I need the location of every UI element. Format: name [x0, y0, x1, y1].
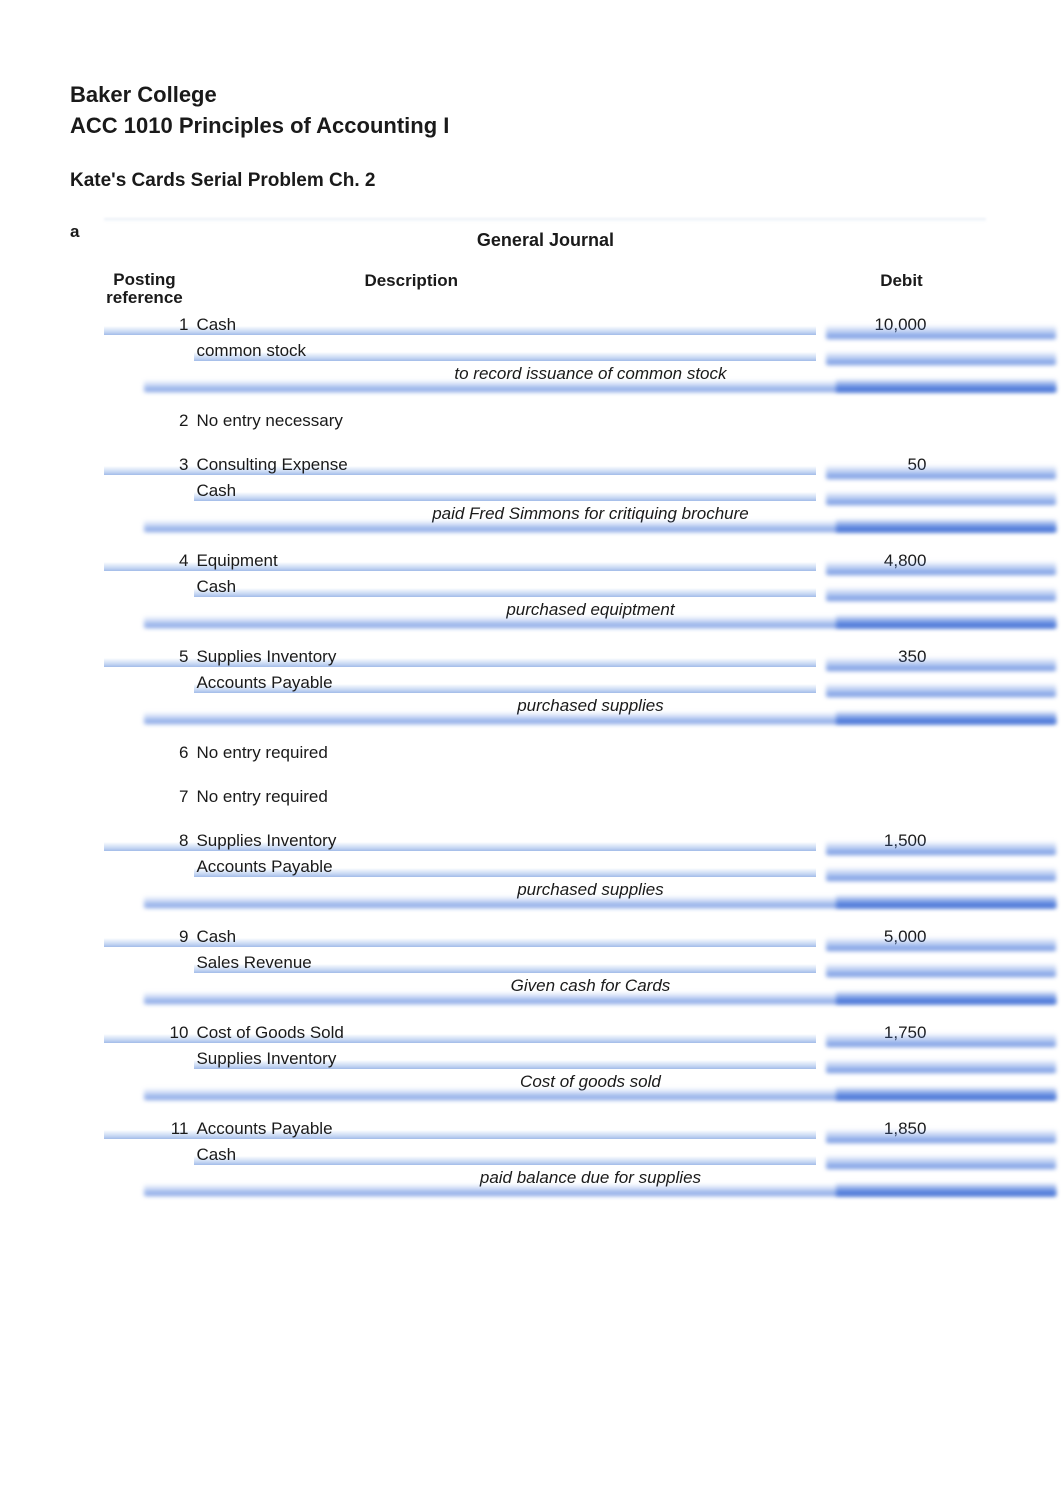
entry-note: to record issuance of common stock [104, 364, 986, 390]
debit-account: Supplies Inventory [194, 647, 816, 667]
entry-note: paid balance due for supplies [104, 1168, 986, 1194]
credit-account: Accounts Payable [194, 857, 816, 877]
journal-entry: 4Equipment4,800 Cash purchased equiptment [104, 548, 986, 626]
journal-entry: 10Cost of Goods Sold1,750 Supplies Invent… [104, 1020, 986, 1098]
posting-ref: 6 [104, 743, 194, 763]
credit-account: Cash [194, 577, 816, 597]
journal-entry: 3Consulting Expense50 Cash paid Fred Simmo… [104, 452, 986, 530]
document-header: Baker College ACC 1010 Principles of Acc… [70, 80, 992, 192]
journal-entry: 6No entry required [104, 740, 986, 766]
credit-row: Cash [104, 574, 986, 600]
debit-account: Cost of Goods Sold [194, 1023, 816, 1043]
debit-row: 6No entry required [104, 740, 986, 766]
posting-ref: 10 [104, 1023, 194, 1043]
debit-account: No entry necessary [194, 411, 816, 431]
section-label: a [70, 222, 100, 242]
debit-account: Cash [194, 927, 816, 947]
general-journal: General Journal Posting reference Descri… [104, 222, 986, 1212]
credit-account: common stock [194, 341, 816, 361]
debit-row: 11Accounts Payable1,850 [104, 1116, 986, 1142]
journal-entry: 1Cash10,000 common stock to record issuanc… [104, 312, 986, 390]
credit-row: Cash [104, 478, 986, 504]
credit-account: Cash [194, 481, 816, 501]
credit-row: Cash [104, 1142, 986, 1168]
credit-row: Sales Revenue [104, 950, 986, 976]
col-header-ref: Posting reference [104, 271, 194, 308]
journal-entry: 8Supplies Inventory1,500 Accounts Payable… [104, 828, 986, 906]
credit-row: Accounts Payable [104, 854, 986, 880]
credit-row: Accounts Payable [104, 670, 986, 696]
col-header-desc: Description [194, 271, 816, 308]
debit-account: Equipment [194, 551, 816, 571]
debit-row: 5Supplies Inventory350 [104, 644, 986, 670]
journal-entry: 9Cash5,000 Sales Revenue Given cash for Ca… [104, 924, 986, 1002]
entry-note: purchased supplies [104, 880, 986, 906]
journal-entry: 11Accounts Payable1,850 Cash paid balance … [104, 1116, 986, 1194]
col-header-debit: Debit [816, 271, 986, 308]
debit-row: 4Equipment4,800 [104, 548, 986, 574]
credit-row: Supplies Inventory [104, 1046, 986, 1072]
posting-ref: 11 [104, 1119, 194, 1139]
entry-note: paid Fred Simmons for critiquing brochur… [104, 504, 986, 530]
debit-account: No entry required [194, 743, 816, 763]
debit-row: 1Cash10,000 [104, 312, 986, 338]
journal-entries: 1Cash10,000 common stock to record issuanc… [104, 312, 986, 1194]
debit-row: 9Cash5,000 [104, 924, 986, 950]
credit-row: common stock [104, 338, 986, 364]
posting-ref: 8 [104, 831, 194, 851]
posting-ref: 3 [104, 455, 194, 475]
debit-account: Consulting Expense [194, 455, 816, 475]
journal-entry: 5Supplies Inventory350 Accounts Payable pu… [104, 644, 986, 722]
credit-account: Sales Revenue [194, 953, 816, 973]
posting-ref: 7 [104, 787, 194, 807]
debit-row: 10Cost of Goods Sold1,750 [104, 1020, 986, 1046]
entry-note: purchased supplies [104, 696, 986, 722]
entry-note: Cost of goods sold [104, 1072, 986, 1098]
journal-title: General Journal [104, 230, 986, 251]
credit-account: Accounts Payable [194, 673, 816, 693]
debit-account: No entry required [194, 787, 816, 807]
credit-account: Supplies Inventory [194, 1049, 816, 1069]
problem-title: Kate's Cards Serial Problem Ch. 2 [70, 170, 992, 192]
journal-entry: 2No entry necessary [104, 408, 986, 434]
debit-account: Supplies Inventory [194, 831, 816, 851]
entry-note: purchased equiptment [104, 600, 986, 626]
column-headers: Posting reference Description Debit [104, 271, 986, 308]
credit-account: Cash [194, 1145, 816, 1165]
journal-entry: 7No entry required [104, 784, 986, 810]
debit-account: Cash [194, 315, 816, 335]
posting-ref: 4 [104, 551, 194, 571]
debit-row: 8Supplies Inventory1,500 [104, 828, 986, 854]
posting-ref: 9 [104, 927, 194, 947]
posting-ref: 1 [104, 315, 194, 335]
debit-row: 2No entry necessary [104, 408, 986, 434]
entry-note: Given cash for Cards [104, 976, 986, 1002]
posting-ref: 2 [104, 411, 194, 431]
debit-account: Accounts Payable [194, 1119, 816, 1139]
debit-row: 3Consulting Expense50 [104, 452, 986, 478]
debit-row: 7No entry required [104, 784, 986, 810]
posting-ref: 5 [104, 647, 194, 667]
college-name: Baker College [70, 80, 992, 111]
course-title: ACC 1010 Principles of Accounting I [70, 111, 992, 142]
